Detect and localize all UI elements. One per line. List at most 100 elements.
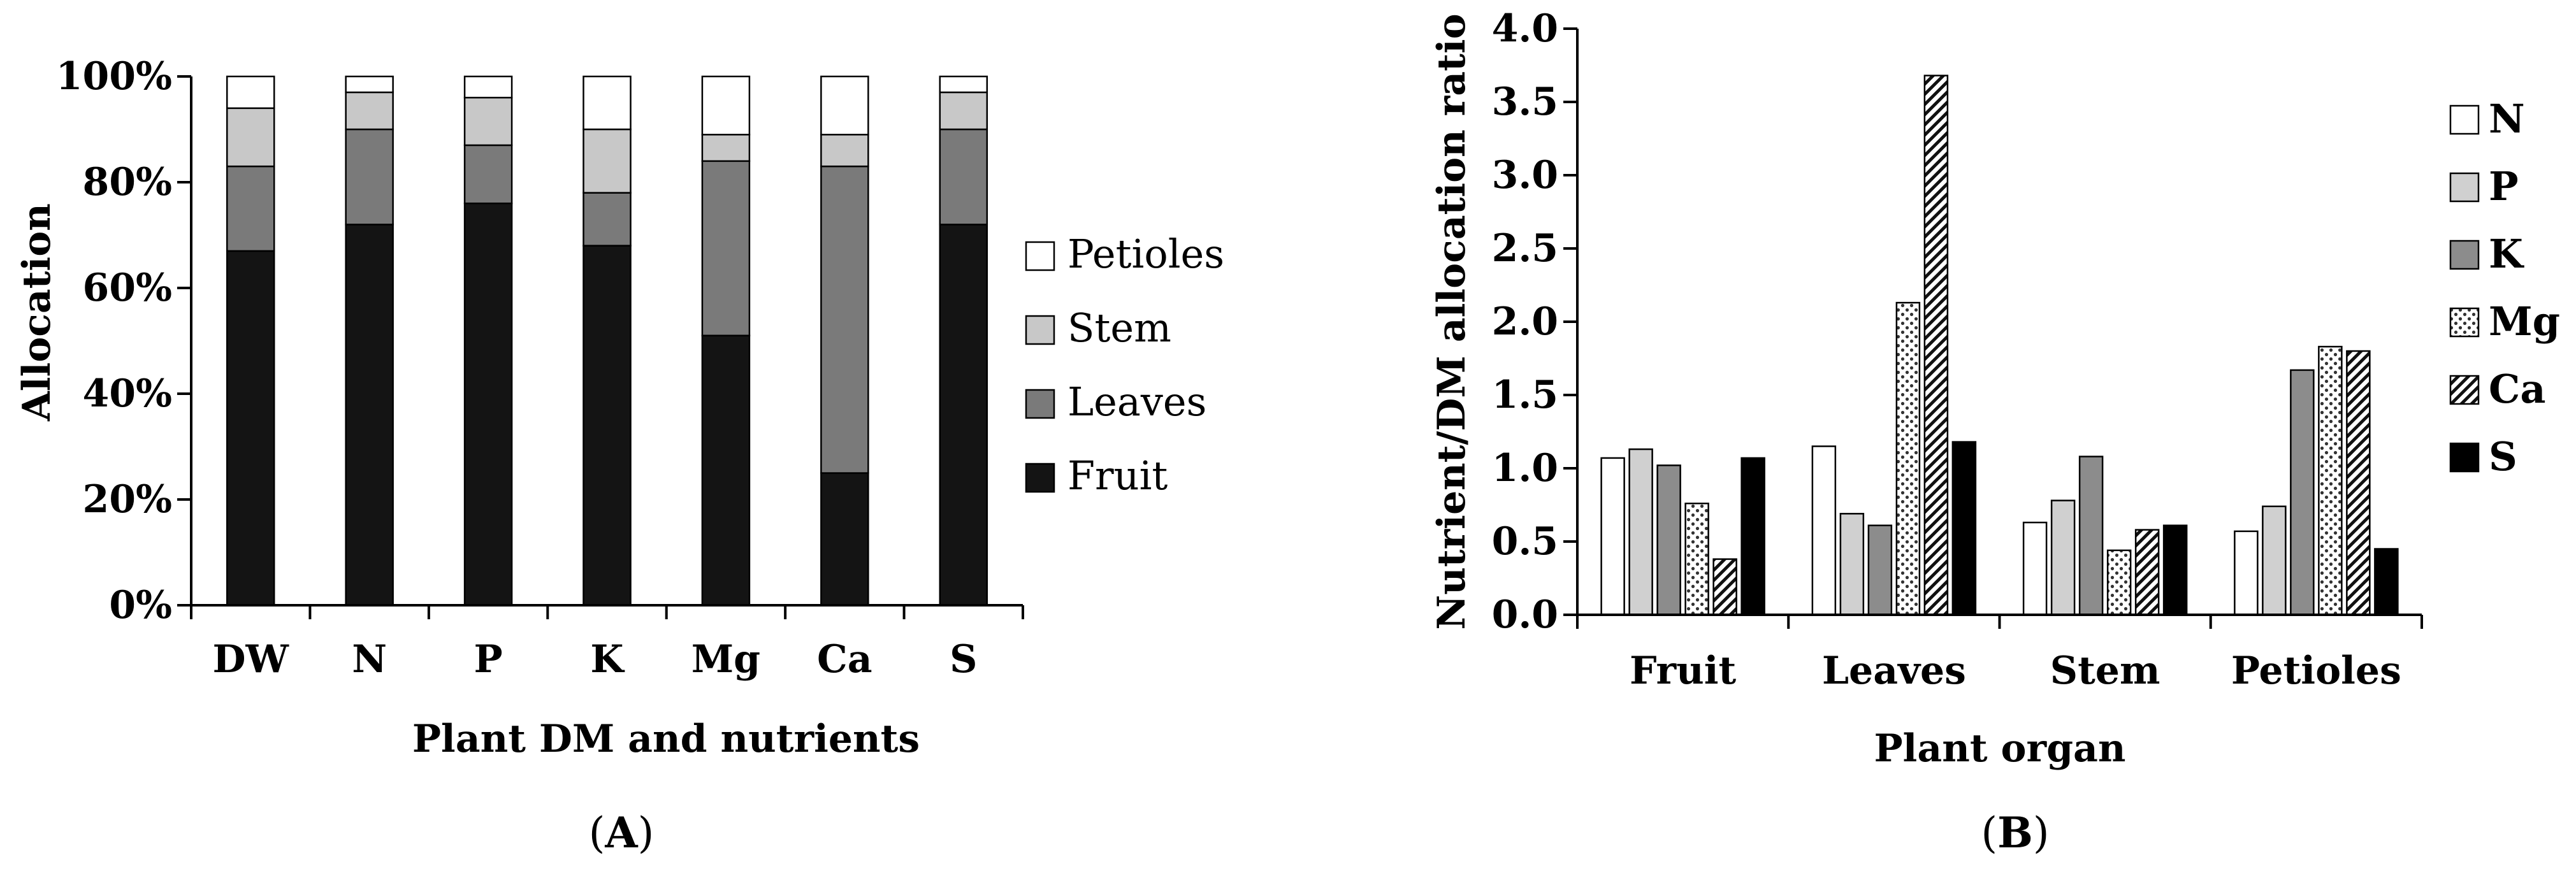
panel-b-legend-label-n: N (2489, 96, 2525, 142)
panel-a-bar-k-leaves (582, 192, 632, 247)
panel-b-bar-fruit-ca (1712, 558, 1737, 616)
panel-b-bar-stem-p (2050, 499, 2076, 616)
panel-b-caption-close: ) (2033, 808, 2050, 858)
panel-a-bar-k-fruit (582, 245, 632, 607)
panel-a-x-tick-label-s: S (950, 637, 977, 682)
panel-a-x-tick-label-p: P (474, 637, 503, 682)
panel-b-bar-leaves-ca (1923, 75, 1949, 616)
panel-b-y-tick-label: 2.0 (1492, 299, 1558, 344)
panel-a-bar-p-leaves (463, 144, 513, 205)
panel-a-legend-label-leaves: Leaves (1067, 378, 1206, 425)
panel-a-bar-s-stem (939, 91, 988, 131)
panel-b-legend-label-p: P (2489, 163, 2519, 210)
panel-b-bar-stem-mg (2106, 549, 2132, 616)
panel-b-x-ticks: Fruit Leaves Stem Petioles (1576, 615, 2423, 693)
panel-a-y-tick-label: 80% (82, 160, 172, 205)
panel-b-bar-fruit-n (1600, 457, 1625, 616)
panel-a-x-tick-label-n: N (352, 637, 387, 682)
panel-a-bar-p-stem (463, 96, 513, 147)
panel-a-y-tick-label: 20% (82, 477, 172, 522)
panel-b-y-ticks: 0.0 0.5 1.0 1.5 2.0 2.5 3.0 3.5 4.0 (1492, 6, 1577, 637)
panel-a-bar-n-stem (345, 91, 394, 131)
panel-a-bar-mg-stem (701, 134, 751, 162)
panel-b-caption-open: ( (1981, 808, 1997, 858)
panel-a-bars (226, 75, 988, 607)
panel-a-legend-swatch-fruit (1025, 463, 1055, 493)
panel-a-legend: Petioles Stem Leaves Fruit (1025, 231, 1224, 499)
panel-b-legend-swatch-n (2449, 104, 2480, 135)
panel-b-bar-fruit-p (1628, 448, 1653, 616)
panel-b-bar-petioles-ca (2346, 350, 2371, 616)
panel-b-legend-label-s: S (2489, 433, 2517, 480)
panel-b-x-tick-label-fruit: Fruit (1630, 649, 1737, 693)
panel-b-y-axis-label: Nutrient/DM allocation ratio (1429, 13, 1474, 629)
panel-a-bar-k-petioles (582, 75, 632, 131)
panel-a-legend-swatch-petioles (1025, 241, 1055, 271)
panel-b-x-axis-label: Plant organ (1874, 726, 2125, 771)
panel-a-bar-dw-leaves (226, 165, 275, 252)
panel-a-bar-mg-petioles (701, 75, 751, 136)
panel-a-bar-s-fruit (939, 224, 988, 607)
panel-a-caption-letter: A (604, 808, 638, 858)
panel-b-legend-swatch-k (2449, 240, 2480, 270)
panel-b-y-tick-label: 2.5 (1492, 226, 1558, 271)
panel-b-legend-swatch-mg (2449, 307, 2480, 338)
panel-a-caption-close: ) (638, 808, 655, 858)
panel-b-bar-leaves-p (1839, 513, 1865, 616)
panel-a-y-tick-label: 100% (56, 54, 172, 99)
panel-b-bar-leaves-n (1811, 445, 1837, 616)
panel-a-bar-p-fruit (463, 202, 513, 607)
panel-a-y-axis-label: Allocation (15, 203, 59, 422)
panel-a-bar-s-petioles (939, 75, 988, 94)
panel-b-legend-label-k: K (2489, 231, 2524, 277)
panel-b-bar-stem-n (2022, 521, 2048, 616)
panel-b-legend-swatch-p (2449, 172, 2480, 203)
panel-a-x-tick-label-k: K (590, 637, 625, 682)
panel-b-y-tick-label: 3.5 (1492, 80, 1558, 124)
panel-b-bar-fruit-mg (1684, 502, 1709, 616)
panel-a-y-tick-label: 40% (82, 371, 172, 416)
panel-b-caption-letter: B (1997, 808, 2033, 858)
panel-a-legend-label-petioles: Petioles (1067, 231, 1224, 277)
panel-a: 0% 20% 40% 60% 80% 100% DW N P K Mg Ca S Allocation… (15, 54, 1224, 858)
panel-a-caption: (A) (589, 808, 655, 858)
panel-b-bar-fruit-s (1740, 457, 1765, 616)
panel-b-bar-petioles-p (2262, 505, 2287, 616)
panel-b-bar-petioles-s (2374, 548, 2399, 616)
panel-b-x-tick-label-stem: Stem (2050, 649, 2160, 693)
panel-b-legend-label-ca: Ca (2489, 366, 2546, 412)
panel-a-caption-open: ( (589, 808, 605, 858)
panel-b-caption: (B) (1981, 808, 2049, 858)
panel-b-bar-leaves-s (1951, 441, 1977, 616)
panel-b-bar-leaves-mg (1895, 301, 1921, 616)
panel-a-bar-mg-fruit (701, 334, 751, 607)
panel-a-legend-label-stem: Stem (1067, 305, 1171, 351)
panel-b-y-tick-label: 3.0 (1492, 153, 1558, 198)
panel-b-y-tick-label: 4.0 (1492, 6, 1558, 51)
panel-b-x-tick-label-leaves: Leaves (1822, 649, 1966, 693)
panel-a-bar-dw-fruit (226, 250, 275, 607)
panel-b-bar-petioles-mg (2318, 345, 2343, 616)
panel-a-x-tick-label-mg: Mg (691, 637, 760, 682)
panel-b-bars (1600, 75, 2399, 616)
panel-a-bar-dw-petioles (226, 75, 275, 110)
panel-a-bar-n-fruit (345, 224, 394, 607)
panel-a-bar-mg-leaves (701, 160, 751, 336)
panel-a-y-tick-label: 60% (82, 266, 172, 310)
panel-a-bar-ca-leaves (820, 165, 869, 474)
panel-b-legend: NPK Mg Ca S (2449, 96, 2560, 480)
panel-a-bar-ca-stem (820, 134, 869, 168)
panel-b-x-tick-label-petioles: Petioles (2231, 649, 2401, 693)
panel-a-bar-n-petioles (345, 75, 394, 94)
panel-a-bar-s-leaves (939, 128, 988, 226)
panel-b-bar-stem-s (2162, 524, 2188, 616)
panel-b-bar-stem-ca (2134, 529, 2160, 616)
panel-a-legend-swatch-stem (1025, 315, 1055, 345)
panel-b-y-tick-label: 1.5 (1492, 373, 1558, 417)
panel-a-bar-k-stem (582, 128, 632, 194)
panel-b-y-tick-label: 0.0 (1492, 592, 1558, 637)
panel-b-legend-swatch-s (2449, 442, 2480, 473)
panel-a-bar-ca-petioles (820, 75, 869, 136)
